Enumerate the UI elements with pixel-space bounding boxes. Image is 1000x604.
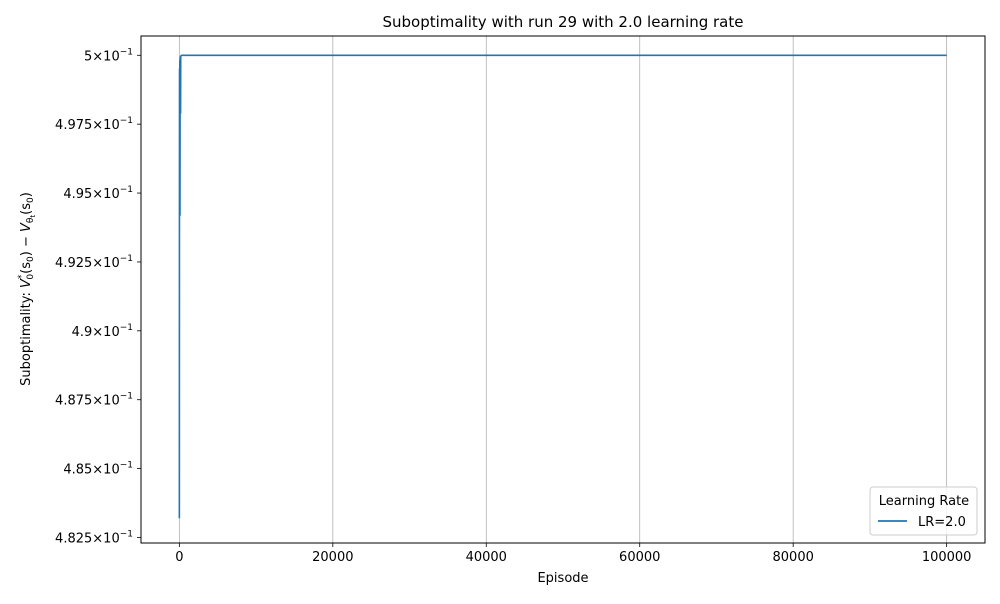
y-label-vtheta-sub: θ: [26, 217, 36, 223]
x-tick-label: 100000: [922, 550, 972, 565]
y-label-vtheta: V: [19, 222, 34, 232]
x-tick-label: 80000: [773, 550, 814, 565]
series-layer: [178, 54, 947, 519]
x-tick-label: 60000: [619, 550, 660, 565]
legend: Learning Rate LR=2.0: [869, 486, 978, 536]
y-tick-label: 4.95×10−1: [63, 185, 133, 202]
chart-title: Suboptimality with run 29 with 2.0 learn…: [382, 13, 743, 31]
y-tick-label: 5×10−1: [84, 47, 133, 64]
y-label-s0b-sub: 0: [26, 197, 36, 203]
grid-lines: [178, 36, 948, 543]
x-axis-ticks: 0 20000 40000 60000 80000 100000: [175, 543, 971, 565]
y-label-s0b-open: (s: [19, 203, 34, 215]
x-tick-label: 20000: [312, 550, 353, 565]
y-tick-label: 4.925×10−1: [55, 254, 133, 271]
legend-label-lr-2-0: LR=2.0: [918, 515, 966, 530]
legend-box: [869, 486, 978, 536]
y-label-vstar-sub: 0: [26, 274, 36, 280]
x-tick-label: 40000: [466, 550, 507, 565]
y-label-minus: ) −: [19, 232, 34, 256]
y-label-prefix: Suboptimality:: [19, 288, 34, 386]
y-tick-label: 4.875×10−1: [55, 392, 133, 409]
legend-title: Learning Rate: [879, 494, 969, 509]
y-tick-label: 4.975×10−1: [55, 116, 133, 133]
x-tick-label: 0: [175, 550, 183, 565]
y-label-vtheta-subsub: t: [29, 215, 37, 218]
y-tick-label: 4.85×10−1: [63, 461, 133, 478]
y-label-close: ): [19, 192, 34, 197]
y-tick-label: 4.825×10−1: [55, 529, 133, 546]
y-label-vstar-sup: *: [17, 274, 27, 279]
y-tick-label: 4.9×10−1: [72, 323, 133, 340]
y-axis-label: Suboptimality: V*0(s0) − Vθt(s0): [17, 192, 37, 386]
y-label-s0-open: (s: [19, 262, 34, 274]
plot-frame: [140, 35, 986, 544]
y-label-vstar: V: [19, 278, 34, 288]
y-axis-ticks: 5×10−1 4.975×10−1 4.95×10−1 4.925×10−1 4.9×1…: [55, 47, 141, 546]
x-axis-label: Episode: [537, 571, 588, 586]
series-line-lr-2-0: [178, 54, 947, 519]
y-label-s0-sub: 0: [26, 256, 36, 262]
